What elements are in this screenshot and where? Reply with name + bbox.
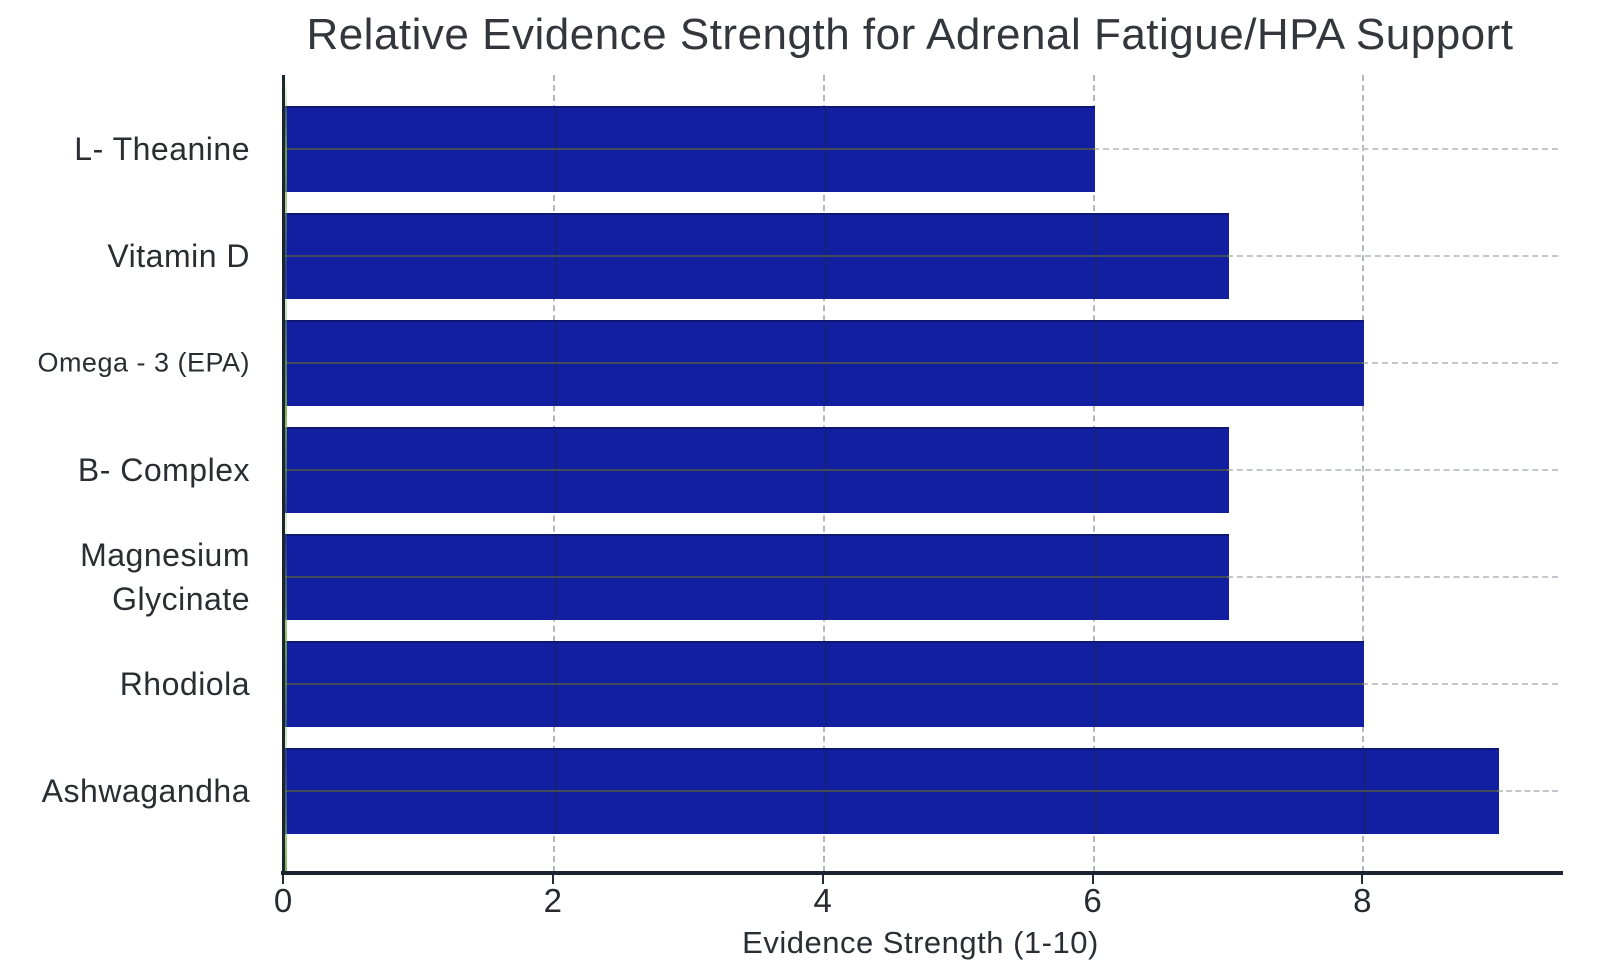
tickmark-x-0: [282, 874, 284, 884]
gridline-y-on-bar: [285, 254, 1230, 257]
bar-gridline-overlay: [554, 642, 557, 727]
ticklabel-x-8: 8: [1353, 882, 1372, 919]
gridline-y-on-bar: [285, 575, 1230, 578]
bar-gridline-overlay: [1094, 321, 1097, 406]
gridline-y-on-bar: [285, 147, 1095, 150]
bar-gridline-overlay: [824, 321, 827, 406]
bar-row-omega-3-epa: [283, 309, 1558, 416]
ticklabel-x-4: 4: [813, 882, 832, 919]
gridline-y-dashed: [1227, 575, 1558, 578]
bar-gridline-overlay: [824, 107, 827, 192]
bar-gridline-overlay: [824, 535, 827, 620]
bar-gridline-overlay: [1094, 749, 1097, 834]
bar-gridline-overlay: [554, 749, 557, 834]
bar-gridline-overlay: [824, 642, 827, 727]
tickmark-x-2: [551, 874, 554, 884]
gridline-y-dashed: [1362, 682, 1558, 685]
bar-row-vitamin-d: [283, 202, 1558, 309]
y-axis-green-artifact: [285, 75, 287, 872]
bar-gridline-overlay: [554, 107, 557, 192]
gridline-y-on-bar: [285, 468, 1230, 471]
bar-row-rhodiola: [283, 630, 1558, 737]
category-label-vitamin-d: Vitamin D: [107, 237, 250, 274]
y-axis-line: [282, 75, 285, 875]
ticklabel-x-6: 6: [1083, 882, 1102, 919]
bar-gridline-overlay: [824, 214, 827, 299]
gridline-x-8: [1362, 75, 1365, 872]
tickmark-x-4: [821, 874, 824, 884]
category-label-omega-3-epa: Omega - 3 (EPA): [37, 346, 250, 377]
x-axis-title: Evidence Strength (1-10): [742, 925, 1099, 960]
bar-row-ashwagandha: [283, 737, 1558, 844]
plot-area: [281, 75, 1563, 875]
bar-row-magnesium-glycinate: [283, 523, 1558, 630]
bar-gridline-overlay: [824, 749, 827, 834]
bar-row-l-theanine: [283, 95, 1558, 202]
gridline-y-dashed: [1362, 361, 1558, 364]
gridline-y-on-bar: [285, 682, 1365, 685]
y-axis-labels: L- Theanine Vitamin D Omega - 3 (EPA) B- Co…: [0, 75, 262, 872]
bar-row-b-complex: [283, 416, 1558, 523]
bar-gridline-overlay: [1094, 428, 1097, 513]
bar-gridline-overlay: [1094, 535, 1097, 620]
x-axis-line: [281, 871, 1563, 875]
gridline-y-dashed: [1497, 789, 1558, 792]
bar-gridline-overlay: [1364, 749, 1367, 834]
category-label-ashwagandha: Ashwagandha: [41, 772, 250, 809]
category-label-magnesium-glycinate: Magnesium Glycinate: [80, 536, 250, 617]
gridline-y-dashed: [1092, 147, 1558, 150]
gridline-y-dashed: [1227, 468, 1558, 471]
bars-container: [283, 75, 1558, 872]
tickmark-x-8: [1361, 874, 1364, 884]
bar-gridline-overlay: [1094, 214, 1097, 299]
bar-gridline-overlay: [554, 214, 557, 299]
bar-gridline-overlay: [1094, 642, 1097, 727]
bar-gridline-overlay: [824, 428, 827, 513]
tickmark-x-6: [1091, 874, 1094, 884]
bar-gridline-overlay: [554, 321, 557, 406]
chart-title: Relative Evidence Strength for Adrenal F…: [306, 10, 1514, 59]
ticklabel-x-2: 2: [543, 882, 563, 919]
gridline-y-on-bar: [285, 361, 1365, 364]
category-label-rhodiola: Rhodiola: [119, 665, 250, 702]
gridline-y-dashed: [1227, 254, 1558, 257]
gridline-y-on-bar: [285, 789, 1500, 792]
category-label-b-complex: B- Complex: [77, 451, 250, 488]
category-label-l-theanine: L- Theanine: [74, 130, 250, 167]
bar-gridline-overlay: [554, 428, 557, 513]
bar-gridline-overlay: [554, 535, 557, 620]
ticklabel-x-0: 0: [273, 882, 293, 919]
